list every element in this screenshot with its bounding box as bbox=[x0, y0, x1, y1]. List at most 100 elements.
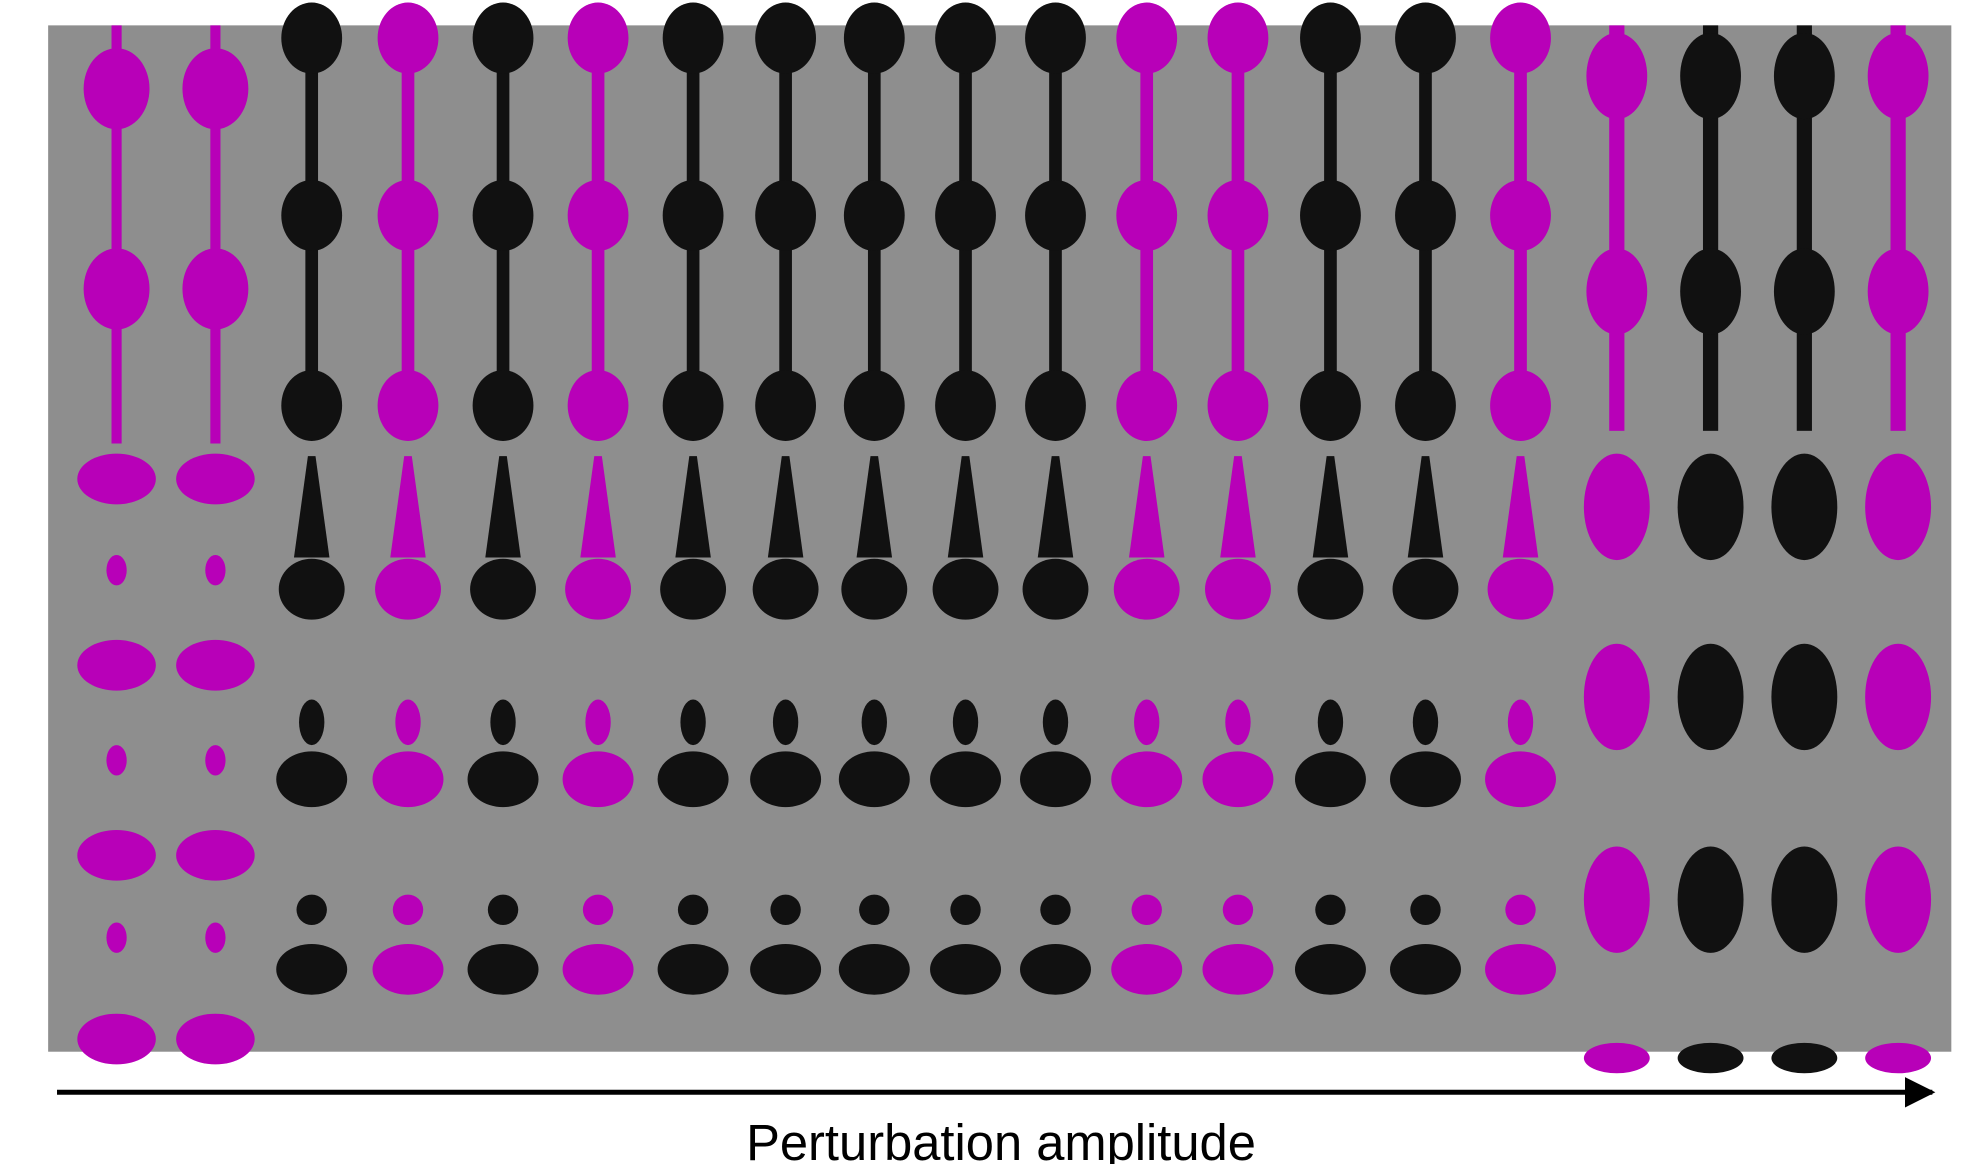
droplet bbox=[77, 639, 156, 691]
droplet bbox=[930, 944, 1002, 995]
droplet bbox=[750, 751, 822, 808]
satellite bbox=[205, 922, 226, 953]
droplet bbox=[1586, 248, 1648, 335]
satellite bbox=[487, 894, 519, 926]
droplet bbox=[567, 2, 629, 74]
droplet bbox=[843, 179, 905, 251]
droplet bbox=[1390, 944, 1461, 995]
neck bbox=[1220, 456, 1256, 558]
droplet bbox=[1680, 32, 1741, 120]
droplet bbox=[1300, 370, 1361, 441]
droplet bbox=[375, 558, 441, 620]
droplet bbox=[1485, 944, 1556, 995]
droplet bbox=[567, 179, 629, 251]
droplet bbox=[1205, 558, 1271, 620]
satellite bbox=[1134, 699, 1160, 746]
droplet bbox=[755, 370, 817, 441]
droplet bbox=[276, 944, 348, 995]
satellite bbox=[1040, 894, 1071, 926]
droplet bbox=[77, 1013, 156, 1065]
droplet bbox=[1111, 751, 1183, 808]
satellite bbox=[585, 699, 611, 746]
droplet bbox=[1113, 558, 1180, 620]
droplet bbox=[1207, 370, 1269, 441]
droplet bbox=[843, 2, 905, 74]
droplet bbox=[377, 370, 439, 441]
satellite bbox=[1315, 894, 1346, 926]
droplet bbox=[1294, 944, 1366, 995]
droplet bbox=[657, 751, 729, 808]
droplet bbox=[472, 2, 534, 74]
droplet bbox=[176, 639, 255, 691]
neck bbox=[293, 456, 330, 558]
droplet bbox=[1680, 248, 1741, 335]
droplet bbox=[838, 944, 910, 995]
droplet bbox=[1773, 248, 1835, 335]
droplet bbox=[1116, 2, 1178, 74]
satellite bbox=[677, 894, 709, 926]
neck bbox=[485, 456, 521, 558]
droplet bbox=[1583, 643, 1650, 751]
droplet bbox=[1020, 751, 1091, 808]
droplet bbox=[1202, 751, 1274, 808]
satellite bbox=[205, 745, 226, 776]
droplet bbox=[278, 558, 345, 620]
droplet bbox=[1111, 944, 1183, 995]
droplet bbox=[930, 751, 1002, 808]
photo-panel bbox=[48, 25, 1952, 1052]
satellite bbox=[1505, 894, 1536, 926]
droplet bbox=[1487, 558, 1554, 620]
satellite bbox=[950, 894, 981, 926]
satellite bbox=[1507, 699, 1534, 746]
droplet-columns bbox=[77, 2, 1932, 1074]
droplet bbox=[562, 751, 634, 808]
droplet bbox=[1022, 558, 1089, 620]
neck bbox=[1502, 456, 1539, 558]
droplet bbox=[838, 751, 910, 808]
satellite bbox=[680, 699, 706, 746]
droplet bbox=[1583, 453, 1650, 561]
satellite bbox=[1042, 699, 1069, 746]
thread bbox=[210, 25, 221, 444]
droplet bbox=[935, 2, 996, 74]
neck bbox=[1312, 456, 1349, 558]
satellite bbox=[1317, 699, 1344, 746]
satellite bbox=[1222, 894, 1254, 926]
droplet bbox=[281, 2, 343, 74]
droplet bbox=[1771, 846, 1838, 953]
droplet bbox=[1677, 846, 1744, 953]
droplet bbox=[1207, 2, 1269, 74]
droplet bbox=[1025, 370, 1086, 441]
droplet bbox=[182, 48, 249, 130]
droplet bbox=[377, 179, 439, 251]
droplet bbox=[1867, 248, 1929, 335]
droplet bbox=[1865, 1042, 1932, 1074]
droplet bbox=[565, 558, 632, 620]
satellite bbox=[106, 745, 127, 776]
droplet bbox=[372, 944, 444, 995]
droplet bbox=[1300, 179, 1361, 251]
satellite bbox=[490, 699, 516, 746]
droplet bbox=[662, 179, 724, 251]
droplet bbox=[1867, 32, 1929, 120]
droplet bbox=[377, 2, 439, 74]
droplet bbox=[1773, 32, 1835, 120]
droplet bbox=[176, 1013, 255, 1065]
satellite bbox=[1410, 894, 1441, 926]
droplet bbox=[1490, 370, 1551, 441]
droplet bbox=[77, 829, 156, 881]
satellite bbox=[1131, 894, 1162, 926]
droplet bbox=[1583, 1042, 1650, 1074]
droplet bbox=[1677, 453, 1744, 561]
droplet bbox=[657, 944, 729, 995]
droplet bbox=[1207, 179, 1269, 251]
droplet bbox=[841, 558, 908, 620]
droplet bbox=[1300, 2, 1361, 74]
droplet bbox=[1771, 453, 1838, 561]
satellite bbox=[205, 555, 226, 586]
droplet bbox=[662, 370, 724, 441]
satellite bbox=[1412, 699, 1439, 746]
droplet bbox=[281, 370, 343, 441]
